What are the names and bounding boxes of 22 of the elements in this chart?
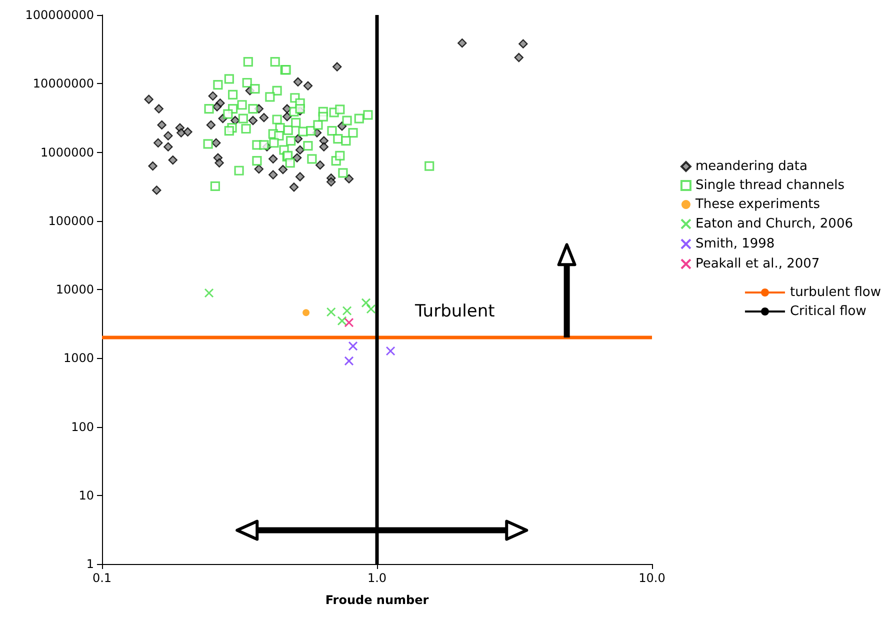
legend-label: Critical flow [790,304,867,319]
y-tick-label: 100000 [48,214,94,228]
y-tick-label: 1000000 [40,145,94,160]
annotation: Turbulent [414,302,496,322]
legend-label: Eaton and Church, 2006 [695,216,854,232]
legend-label: Peakall et al., 2007 [695,256,820,272]
legend-label: meandering data [695,159,808,174]
legend-label: Smith, 1998 [695,236,775,252]
y-tick-label: 100 [71,420,94,434]
y-tick-label: 1 [86,557,94,571]
y-tick-label: 100000000 [25,8,94,22]
legend-label: These experiments [694,197,820,212]
x-tick-label: 10.0 [638,571,666,585]
x-tick-label: 0.1 [92,571,112,585]
x-axis-title: Froude number [325,593,429,607]
legend-label: turbulent flow [790,285,882,300]
y-tick-label: 10000000 [32,76,94,91]
y-tick-label: 1000 [63,351,94,366]
y-tick-label: 10 [78,488,94,502]
x-tick-label: 1.0 [367,571,387,585]
legend-label: Single thread channels [695,178,845,193]
y-tick-label: 10000 [56,282,94,296]
